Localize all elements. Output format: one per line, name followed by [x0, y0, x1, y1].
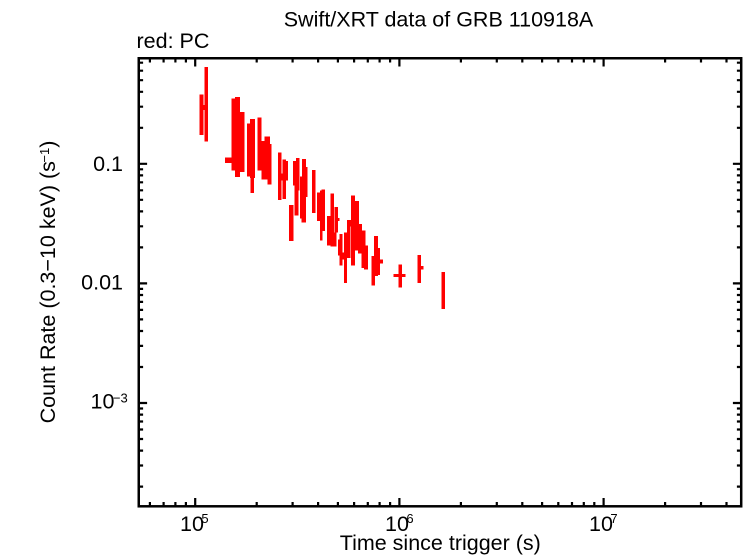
svg-text:Time since trigger (s): Time since trigger (s): [340, 531, 541, 555]
svg-text:105: 105: [180, 511, 209, 536]
svg-text:Swift/XRT data of GRB 110918A: Swift/XRT data of GRB 110918A: [284, 7, 594, 31]
svg-text:107: 107: [589, 511, 618, 536]
svg-text:10−3: 10−3: [91, 390, 128, 414]
svg-text:106: 106: [385, 511, 414, 536]
svg-text:red: PC: red: PC: [137, 29, 210, 53]
svg-text:0.1: 0.1: [93, 152, 123, 176]
svg-text:0.01: 0.01: [81, 271, 123, 295]
svg-text:Count Rate (0.3−10 keV) (s−1): Count Rate (0.3−10 keV) (s−1): [36, 141, 60, 424]
